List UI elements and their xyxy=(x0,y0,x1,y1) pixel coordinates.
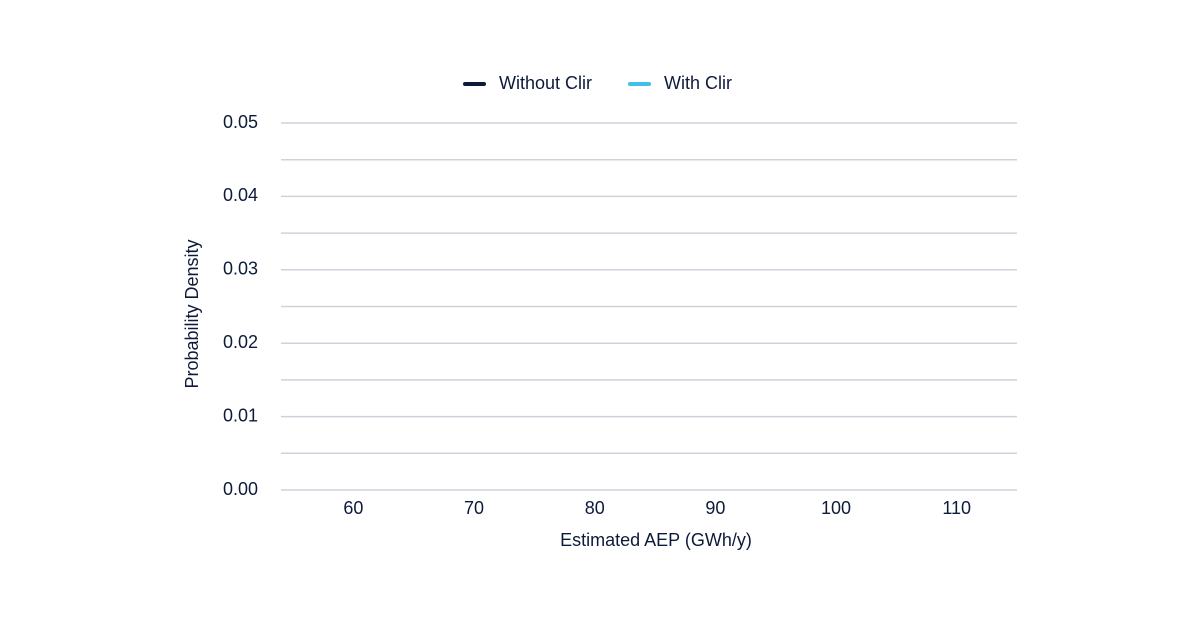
y-tick-label: 0.01 xyxy=(223,405,258,425)
x-tick-label: 80 xyxy=(585,498,605,518)
x-tick-label: 110 xyxy=(942,498,971,518)
x-tick-label: 100 xyxy=(821,498,851,518)
y-tick-label: 0.02 xyxy=(223,332,258,352)
y-tick-label: 0.05 xyxy=(223,112,258,132)
y-axis-label: Probability Density xyxy=(182,239,202,388)
x-tick-label: 70 xyxy=(464,498,484,518)
y-tick-label: 0.03 xyxy=(223,259,258,279)
y-tick-label: 0.00 xyxy=(223,479,258,499)
legend-label: With Clir xyxy=(664,73,732,93)
x-axis-label: Estimated AEP (GWh/y) xyxy=(560,530,752,550)
y-tick-label: 0.04 xyxy=(223,185,258,205)
x-tick-label: 90 xyxy=(705,498,725,518)
legend-label: Without Clir xyxy=(499,73,592,93)
x-tick-label: 60 xyxy=(343,498,363,518)
